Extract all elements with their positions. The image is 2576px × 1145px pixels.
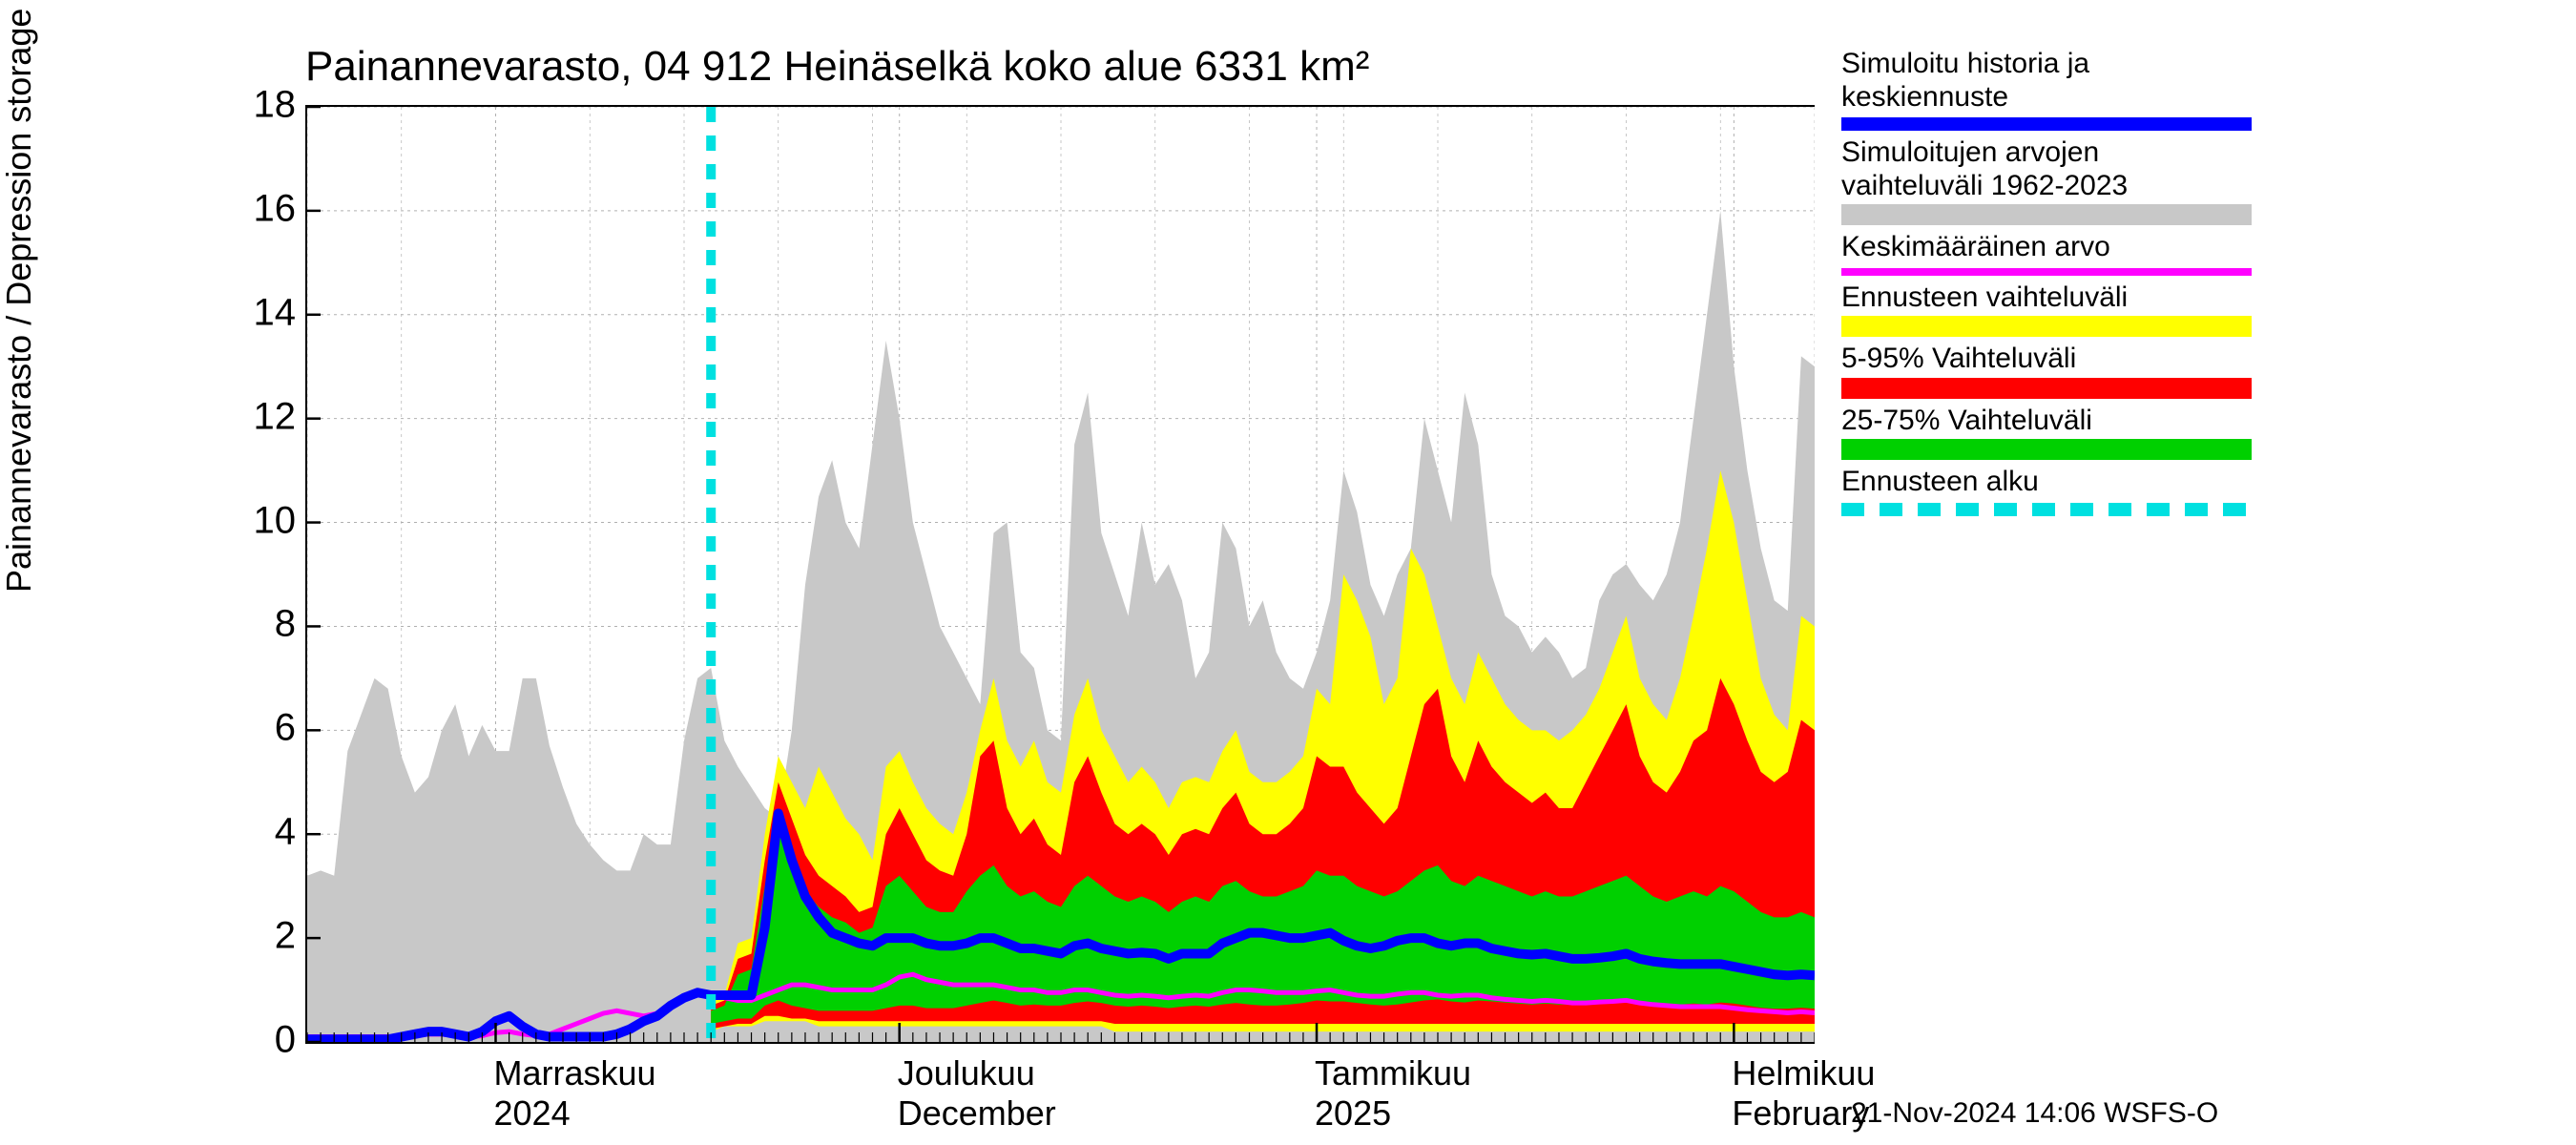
- legend-swatch: [1841, 316, 2252, 337]
- legend-swatch: [1841, 439, 2252, 460]
- plot-area: [305, 105, 1815, 1044]
- x-tick-label-bottom: December: [898, 1093, 1056, 1134]
- legend-text: Ennusteen alku: [1841, 466, 2252, 499]
- timestamp-label: 21-Nov-2024 14:06 WSFS-O: [1851, 1097, 2218, 1130]
- x-tick-label-bottom: 2025: [1315, 1093, 1391, 1134]
- legend-swatch: [1841, 503, 2252, 516]
- y-tick-label: 4: [229, 811, 296, 854]
- x-tick-label-bottom: February: [1732, 1093, 1869, 1134]
- y-tick-label: 14: [229, 291, 296, 334]
- legend-item: 25-75% Vaihteluväli: [1841, 405, 2252, 461]
- legend-text: 25-75% Vaihteluväli: [1841, 405, 2252, 438]
- y-tick-label: 18: [229, 84, 296, 127]
- legend-text: Simuloitu historia ja: [1841, 48, 2252, 81]
- y-tick-label: 8: [229, 603, 296, 646]
- chart-container: Painannevarasto / Depression storage mm …: [0, 0, 2576, 1145]
- legend-item: 5-95% Vaihteluväli: [1841, 343, 2252, 399]
- x-tick-label-top: Helmikuu: [1732, 1053, 1875, 1093]
- x-tick-label-top: Tammikuu: [1315, 1053, 1471, 1093]
- y-tick-label: 2: [229, 915, 296, 958]
- legend-swatch: [1841, 204, 2252, 225]
- chart-title: Painannevarasto, 04 912 Heinäselkä koko …: [305, 43, 1369, 91]
- legend: Simuloitu historia jakeskiennusteSimuloi…: [1841, 48, 2252, 522]
- y-tick-label: 6: [229, 707, 296, 750]
- legend-text: Ennusteen vaihteluväli: [1841, 281, 2252, 315]
- legend-swatch: [1841, 378, 2252, 399]
- x-tick-label-bottom: 2024: [494, 1093, 571, 1134]
- y-tick-label: 12: [229, 395, 296, 438]
- legend-text: vaihteluväli 1962-2023: [1841, 170, 2252, 203]
- legend-text: keskiennuste: [1841, 81, 2252, 114]
- x-tick-label-top: Marraskuu: [494, 1053, 656, 1093]
- y-tick-label: 0: [229, 1019, 296, 1062]
- legend-swatch: [1841, 268, 2252, 276]
- legend-text: Simuloitujen arvojen: [1841, 136, 2252, 170]
- legend-text: 5-95% Vaihteluväli: [1841, 343, 2252, 376]
- plot-svg: [307, 107, 1815, 1042]
- legend-item: Simuloitu historia jakeskiennuste: [1841, 48, 2252, 131]
- legend-item: Ennusteen vaihteluväli: [1841, 281, 2252, 338]
- legend-item: Keskimääräinen arvo: [1841, 231, 2252, 276]
- legend-item: Simuloitujen arvojenvaihteluväli 1962-20…: [1841, 136, 2252, 225]
- x-tick-label-top: Joulukuu: [898, 1053, 1035, 1093]
- legend-swatch: [1841, 117, 2252, 131]
- y-tick-label: 10: [229, 499, 296, 542]
- legend-text: Keskimääräinen arvo: [1841, 231, 2252, 264]
- y-axis-label: Painannevarasto / Depression storage mm: [0, 0, 39, 593]
- y-tick-label: 16: [229, 187, 296, 230]
- legend-item: Ennusteen alku: [1841, 466, 2252, 516]
